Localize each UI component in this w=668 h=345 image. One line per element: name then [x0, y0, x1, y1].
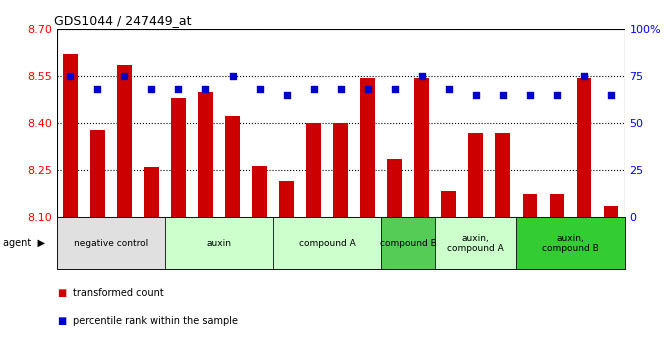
Point — [416, 73, 427, 79]
Bar — [522, 194, 537, 217]
Point — [389, 87, 400, 92]
Point — [470, 92, 481, 98]
Bar — [198, 92, 213, 217]
Text: agent  ▶: agent ▶ — [3, 238, 45, 248]
Bar — [333, 123, 348, 217]
Point — [578, 73, 589, 79]
Bar — [171, 98, 186, 217]
Bar — [576, 78, 591, 217]
Bar — [414, 78, 430, 217]
Point — [309, 87, 319, 92]
Point — [606, 92, 617, 98]
Point — [255, 87, 265, 92]
Point — [444, 87, 454, 92]
Bar — [442, 191, 456, 217]
Bar — [468, 133, 484, 217]
Point — [362, 87, 373, 92]
Text: ■: ■ — [57, 288, 66, 298]
Text: negative control: negative control — [73, 239, 148, 248]
Point — [200, 87, 211, 92]
Text: ■: ■ — [57, 316, 66, 326]
Bar — [306, 123, 321, 217]
Bar — [387, 159, 402, 217]
Text: compound A: compound A — [299, 239, 355, 248]
Bar — [144, 167, 159, 217]
Point — [498, 92, 508, 98]
Text: transformed count: transformed count — [73, 288, 164, 298]
Text: GDS1044 / 247449_at: GDS1044 / 247449_at — [54, 14, 192, 27]
Bar — [90, 130, 105, 217]
Point — [335, 87, 346, 92]
Point — [146, 87, 157, 92]
Point — [65, 73, 75, 79]
Bar — [279, 181, 294, 217]
Point — [227, 73, 238, 79]
Point — [524, 92, 535, 98]
Text: auxin: auxin — [206, 239, 232, 248]
Text: percentile rank within the sample: percentile rank within the sample — [73, 316, 238, 326]
Point — [281, 92, 292, 98]
Bar — [496, 133, 510, 217]
Bar — [225, 116, 240, 217]
Bar — [117, 65, 132, 217]
Text: auxin,
compound B: auxin, compound B — [542, 234, 599, 253]
Point — [119, 73, 130, 79]
Bar — [252, 166, 267, 217]
Text: compound B: compound B — [380, 239, 437, 248]
Bar — [63, 55, 77, 217]
Point — [552, 92, 562, 98]
Text: auxin,
compound A: auxin, compound A — [448, 234, 504, 253]
Bar — [360, 78, 375, 217]
Point — [92, 87, 103, 92]
Bar — [604, 206, 619, 217]
Bar — [550, 194, 564, 217]
Point — [173, 87, 184, 92]
